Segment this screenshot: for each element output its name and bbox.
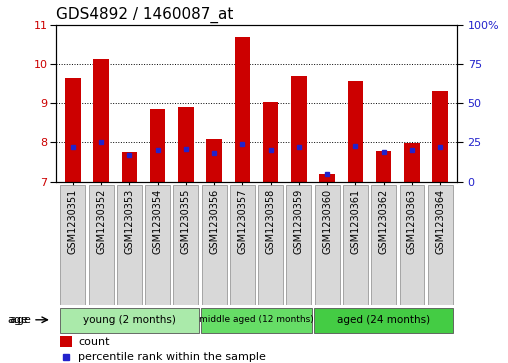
Text: GSM1230351: GSM1230351 xyxy=(68,189,78,254)
Text: GSM1230357: GSM1230357 xyxy=(237,189,247,254)
FancyBboxPatch shape xyxy=(89,185,113,305)
FancyBboxPatch shape xyxy=(173,185,198,305)
FancyBboxPatch shape xyxy=(60,308,199,333)
Text: GSM1230352: GSM1230352 xyxy=(96,189,106,254)
Text: GSM1230361: GSM1230361 xyxy=(351,189,361,254)
Bar xyxy=(263,102,278,182)
Bar xyxy=(320,174,335,182)
Bar xyxy=(178,107,194,182)
Text: GSM1230356: GSM1230356 xyxy=(209,189,219,254)
Text: GSM1230358: GSM1230358 xyxy=(266,189,276,254)
Text: GSM1230363: GSM1230363 xyxy=(407,189,417,254)
FancyBboxPatch shape xyxy=(287,185,311,305)
Text: GSM1230359: GSM1230359 xyxy=(294,189,304,254)
Text: aged (24 months): aged (24 months) xyxy=(337,315,430,325)
Text: age: age xyxy=(10,315,35,325)
Text: GSM1230362: GSM1230362 xyxy=(379,189,389,254)
FancyBboxPatch shape xyxy=(60,185,85,305)
Bar xyxy=(291,76,307,182)
FancyBboxPatch shape xyxy=(400,185,424,305)
Bar xyxy=(65,78,81,182)
FancyBboxPatch shape xyxy=(230,185,255,305)
FancyBboxPatch shape xyxy=(258,185,283,305)
Text: middle aged (12 months): middle aged (12 months) xyxy=(199,315,314,324)
Text: count: count xyxy=(78,337,109,347)
Bar xyxy=(404,143,420,182)
FancyBboxPatch shape xyxy=(202,185,227,305)
Text: GDS4892 / 1460087_at: GDS4892 / 1460087_at xyxy=(56,7,233,23)
Text: percentile rank within the sample: percentile rank within the sample xyxy=(78,352,266,362)
Text: GSM1230353: GSM1230353 xyxy=(124,189,134,254)
Bar xyxy=(206,139,222,182)
FancyBboxPatch shape xyxy=(371,185,396,305)
Text: GSM1230355: GSM1230355 xyxy=(181,189,191,254)
Text: GSM1230354: GSM1230354 xyxy=(152,189,163,254)
FancyBboxPatch shape xyxy=(202,308,311,333)
FancyBboxPatch shape xyxy=(117,185,142,305)
Text: young (2 months): young (2 months) xyxy=(83,315,176,325)
FancyBboxPatch shape xyxy=(145,185,170,305)
Bar xyxy=(347,81,363,182)
Text: GSM1230364: GSM1230364 xyxy=(435,189,445,254)
FancyBboxPatch shape xyxy=(428,185,453,305)
FancyBboxPatch shape xyxy=(314,308,453,333)
FancyBboxPatch shape xyxy=(343,185,368,305)
Bar xyxy=(432,91,448,182)
Bar xyxy=(60,336,72,347)
Text: GSM1230360: GSM1230360 xyxy=(322,189,332,254)
Bar xyxy=(235,37,250,182)
Bar xyxy=(376,151,392,182)
Text: age: age xyxy=(8,315,28,325)
FancyBboxPatch shape xyxy=(315,185,340,305)
Bar xyxy=(121,152,137,182)
Bar xyxy=(93,58,109,182)
Bar xyxy=(150,109,166,182)
